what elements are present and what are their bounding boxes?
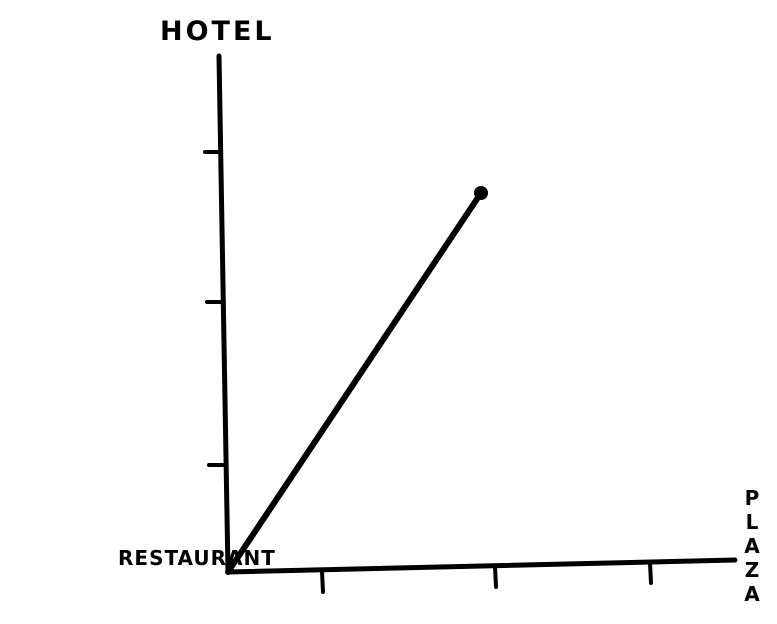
x-tick [493,565,498,589]
x-tick [648,561,653,585]
x-axis-label: PLAZA [744,486,760,606]
y-axis-label: HOTEL [160,16,275,47]
origin-label: RESTAURANT [118,546,276,570]
x-axis [225,557,738,575]
y-axis [216,53,231,575]
x-tick [320,570,325,594]
path-line [225,190,484,575]
endpoint [474,186,488,200]
